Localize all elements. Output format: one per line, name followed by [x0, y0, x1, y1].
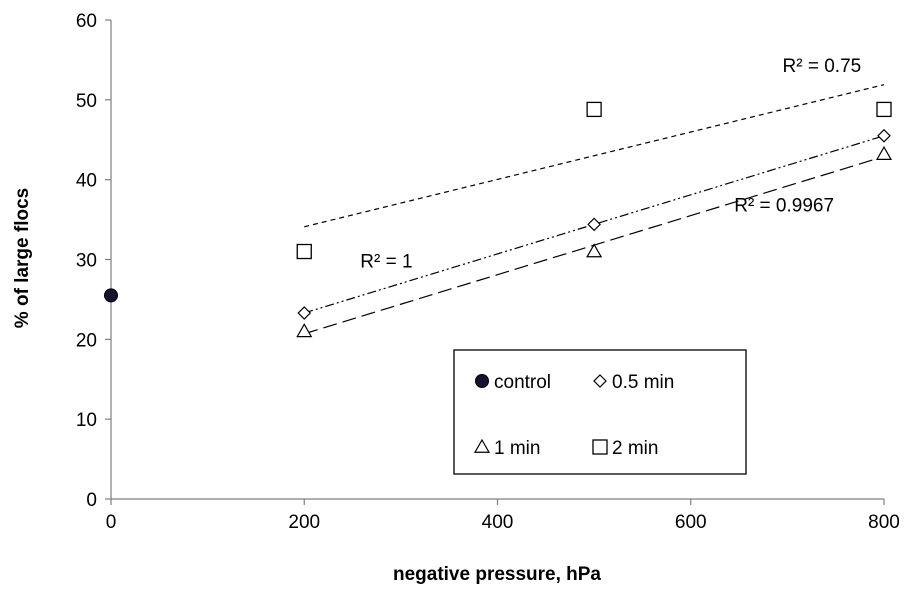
- point-2-min: [296, 243, 312, 260]
- point-0-5-min: [877, 128, 891, 143]
- y-axis-title: % of large flocs: [12, 188, 33, 328]
- y-tick-label: 40: [76, 171, 97, 192]
- y-tick-label: 60: [76, 11, 97, 32]
- legend-label: control: [494, 372, 551, 393]
- r2-annotation: R² = 1: [360, 251, 412, 272]
- y-tick-label: 0: [86, 490, 97, 511]
- y-tick-label: 50: [76, 91, 97, 112]
- legend-items: control 0.5 min 1 min 2 min: [473, 372, 674, 459]
- point-2-min: [876, 101, 892, 118]
- r2-annotation: R² = 0.9967: [734, 196, 834, 217]
- y-tick-label: 10: [76, 410, 97, 431]
- x-tick-label: 600: [675, 512, 707, 533]
- legend-marker-0-5-min: [593, 374, 607, 388]
- r2-annotation: R² = 0.75: [783, 56, 862, 77]
- point-1-min: [296, 323, 313, 338]
- point-control: [104, 288, 118, 303]
- y-tick-label: 20: [76, 330, 97, 351]
- legend-marker-2-min: [592, 439, 608, 455]
- point-1-min: [586, 243, 603, 258]
- point-2-min: [586, 101, 602, 118]
- legend-label: 2 min: [612, 438, 658, 459]
- x-tick-label: 800: [868, 512, 900, 533]
- y-tick-label: 30: [76, 251, 97, 272]
- point-1-min: [875, 145, 893, 160]
- data-points: [104, 101, 893, 338]
- legend-marker-1-min: [473, 438, 491, 453]
- x-tick-label: 400: [482, 512, 514, 533]
- x-tick-label: 0: [106, 512, 117, 533]
- x-axis-title: negative pressure, hPa: [393, 564, 601, 585]
- legend-label: 1 min: [494, 438, 540, 459]
- point-0-5-min: [587, 217, 601, 232]
- legend: control 0.5 min 1 min 2 min: [453, 349, 747, 475]
- trendline-2-min: [304, 84, 885, 228]
- legend-label: 0.5 min: [612, 372, 674, 393]
- x-tick-label: 200: [288, 512, 320, 533]
- point-0-5-min: [297, 306, 312, 320]
- legend-marker-control: [475, 374, 489, 388]
- annotations: R² = 0.75 R² = 1 R² = 0.9967: [360, 56, 861, 273]
